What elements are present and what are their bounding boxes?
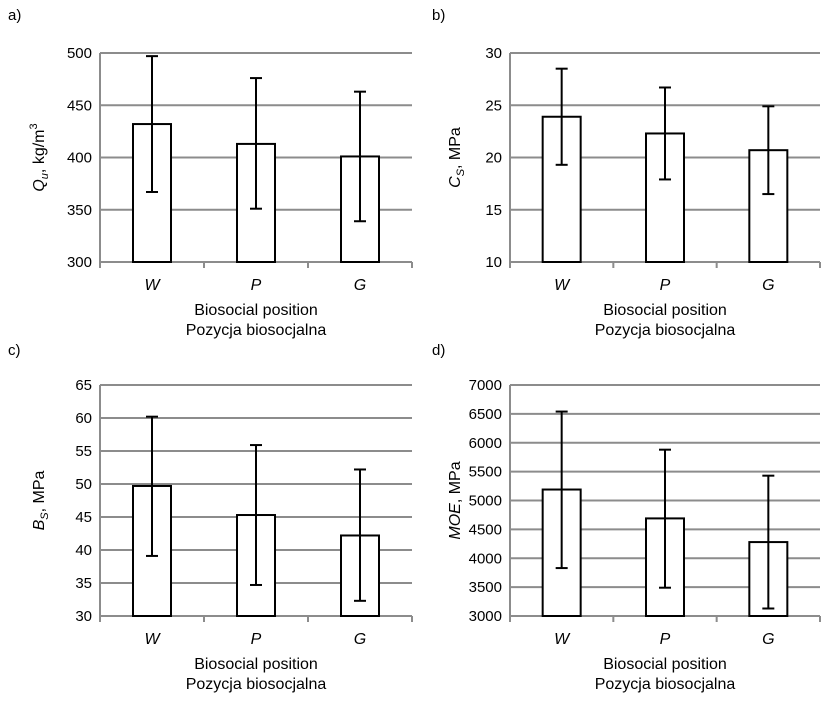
- y-axis-title-unit: , MPa: [447, 127, 464, 169]
- panel-label: d): [432, 342, 445, 359]
- category-label-G: G: [354, 277, 366, 294]
- y-tick-label: 5500: [469, 464, 502, 481]
- y-tick-label: 350: [67, 202, 92, 219]
- chart-panel-d: d) 3000 3500 4000 4500 5000 5500 6000 6500 7000 W P…: [432, 342, 821, 693]
- y-axis-title: BS, MPa: [31, 471, 51, 531]
- x-axis-title-secondary: Pozycja biosocjalna: [186, 322, 327, 339]
- y-tick-label: 50: [75, 476, 92, 493]
- panel-label: a): [8, 7, 21, 24]
- chart-panel-c: c) 30 35 40 45 50 55 60 65 W P G Biosocial position P…: [8, 342, 413, 693]
- x-axis-title: Biosocial position: [603, 656, 727, 673]
- y-axis-title-subscript: S: [39, 512, 51, 520]
- y-tick-label: 6000: [469, 435, 502, 452]
- y-tick-label: 6500: [469, 406, 502, 423]
- y-tick-label: 4000: [469, 550, 502, 567]
- y-axis-title-unit: , kg/m: [31, 129, 48, 173]
- y-tick-label: 30: [75, 608, 92, 625]
- y-tick-label: 35: [75, 575, 92, 592]
- panel-label: b): [432, 7, 445, 24]
- y-tick-label: 60: [75, 410, 92, 427]
- category-label-W: W: [554, 631, 571, 648]
- y-tick-label: 25: [485, 97, 502, 114]
- x-axis-title: Biosocial position: [603, 302, 727, 319]
- y-tick-label: 15: [485, 202, 502, 219]
- y-tick-label: 500: [67, 45, 92, 62]
- y-axis-title-unit: , MPa: [447, 461, 464, 503]
- category-label-P: P: [660, 631, 671, 648]
- y-tick-label: 450: [67, 97, 92, 114]
- category-label-W: W: [144, 277, 161, 294]
- y-tick-label: 300: [67, 254, 92, 271]
- x-axis-title-secondary: Pozycja biosocjalna: [595, 322, 736, 339]
- y-tick-label: 5000: [469, 493, 502, 510]
- y-axis-title-symbol: B: [31, 519, 48, 530]
- y-tick-label: 20: [485, 150, 502, 167]
- panel-label: c): [8, 342, 21, 359]
- y-axis-title-symbol: Q: [31, 179, 48, 191]
- y-tick-label: 400: [67, 150, 92, 167]
- y-tick-label: 55: [75, 443, 92, 460]
- category-label-G: G: [762, 631, 774, 648]
- x-axis-title: Biosocial position: [194, 302, 318, 319]
- y-axis-title: Qu, kg/m3: [28, 123, 51, 191]
- x-axis-title-secondary: Pozycja biosocjalna: [595, 676, 736, 693]
- category-label-G: G: [354, 631, 366, 648]
- chart-panel-b: b) 10 15 20 25 30 W P G Biosocial position Pozycja…: [432, 7, 821, 339]
- y-axis-title-subscript: u: [39, 173, 51, 179]
- y-tick-label: 3500: [469, 579, 502, 596]
- category-label-W: W: [554, 277, 571, 294]
- y-tick-label: 30: [485, 45, 502, 62]
- chart-panel-a: a) 300 350 400 450 500 W P G Biosocial position Po…: [8, 7, 413, 339]
- y-tick-label: 45: [75, 509, 92, 526]
- y-tick-label: 40: [75, 542, 92, 559]
- y-axis-title: CS, MPa: [447, 127, 467, 188]
- category-label-P: P: [251, 631, 262, 648]
- y-tick-label: 65: [75, 377, 92, 394]
- category-label-G: G: [762, 277, 774, 294]
- y-tick-label: 3000: [469, 608, 502, 625]
- category-label-P: P: [251, 277, 262, 294]
- y-axis-title-subscript: S: [455, 168, 467, 176]
- y-axis-title-superscript: 3: [28, 123, 40, 129]
- y-tick-label: 10: [485, 254, 502, 271]
- category-label-P: P: [660, 277, 671, 294]
- y-tick-label: 7000: [469, 377, 502, 394]
- x-axis-title-secondary: Pozycja biosocjalna: [186, 676, 327, 693]
- y-axis-title-unit: , MPa: [31, 471, 48, 513]
- category-label-W: W: [144, 631, 161, 648]
- y-tick-label: 4500: [469, 521, 502, 538]
- y-axis-title: MOE, MPa: [447, 461, 464, 539]
- y-axis-title-symbol: MOE: [447, 503, 464, 540]
- y-axis-title-symbol: C: [447, 176, 464, 188]
- x-axis-title: Biosocial position: [194, 656, 318, 673]
